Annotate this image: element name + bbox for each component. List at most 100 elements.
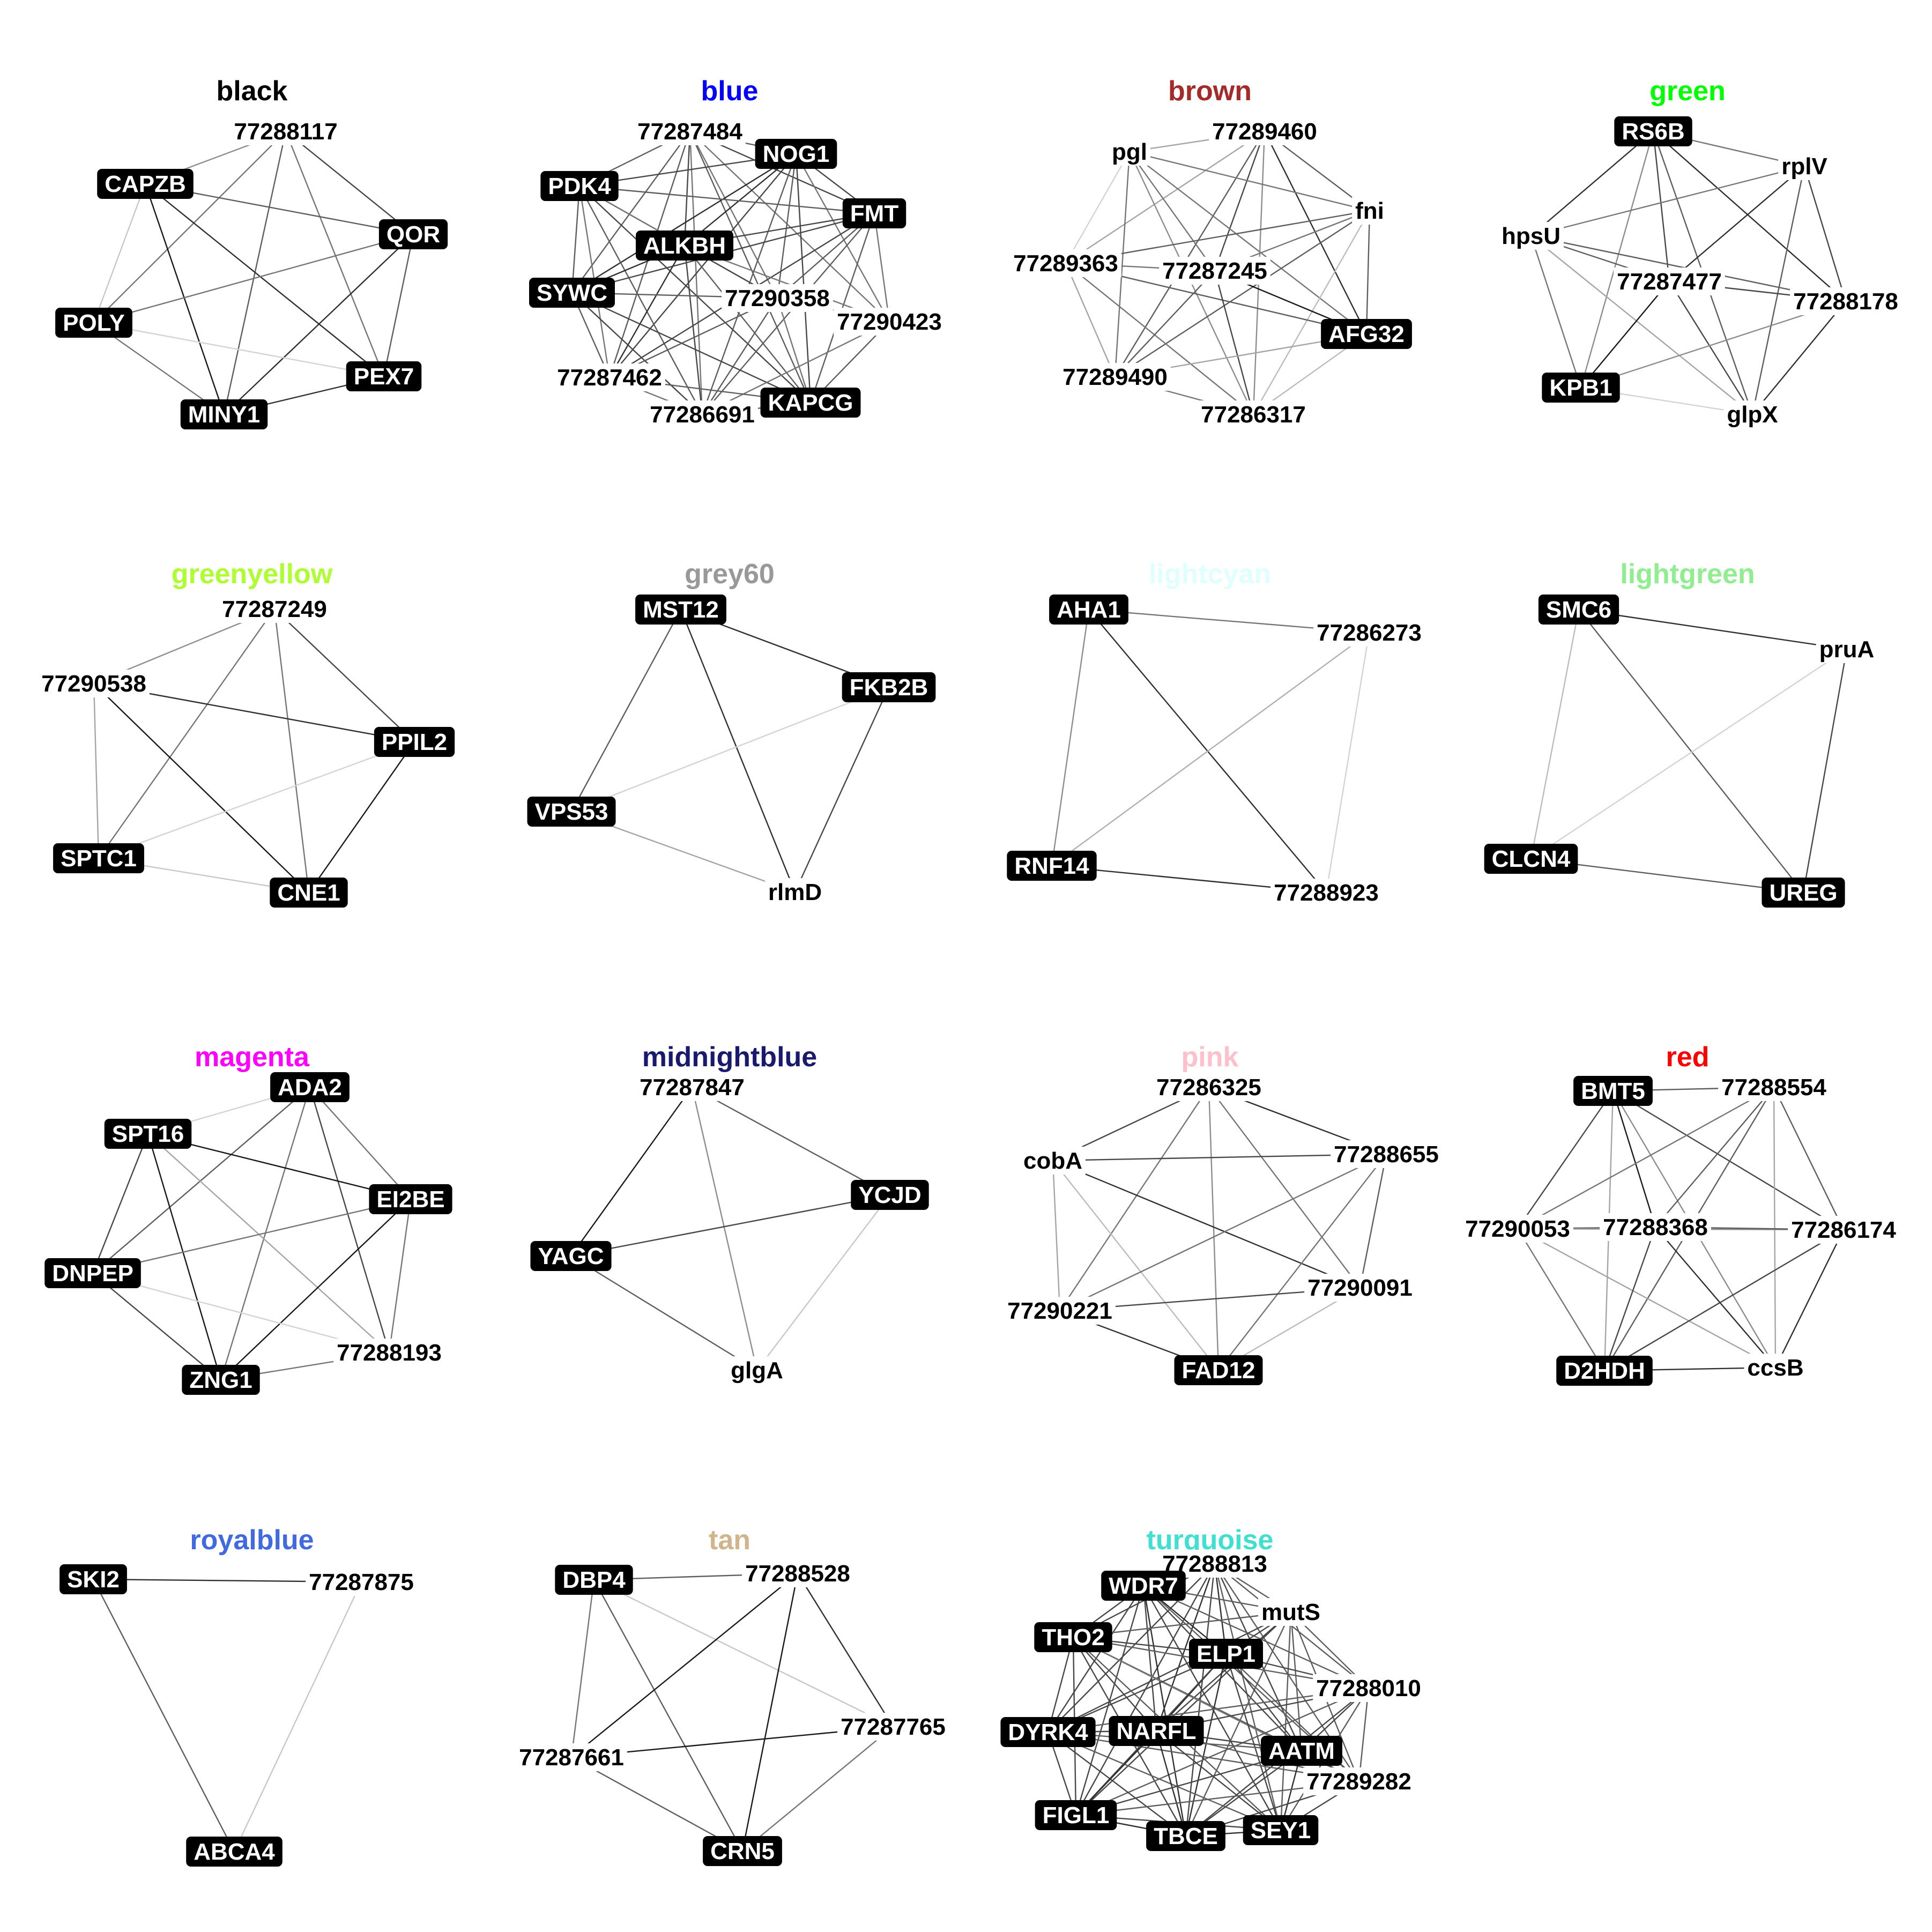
edge — [593, 1579, 744, 1852]
edge — [1773, 1087, 1845, 1230]
gene-label: AATM — [1268, 1738, 1335, 1764]
edge — [1065, 151, 1131, 264]
edge-group — [570, 1572, 894, 1852]
edge — [691, 1087, 758, 1371]
gene-label: mutS — [1261, 1599, 1320, 1625]
edge — [1218, 1154, 1387, 1371]
gene-label: SPTC1 — [61, 845, 137, 872]
gene-label-box — [540, 171, 619, 201]
gene-label-backdrop — [1159, 257, 1270, 285]
gene-node: 77288117 — [231, 117, 341, 145]
gene-label: 77287249 — [222, 596, 327, 622]
gene-label-box — [530, 1241, 612, 1271]
gene-node: rplV — [1778, 152, 1831, 180]
gene-node: SYWC — [529, 278, 615, 308]
edge — [309, 1087, 390, 1353]
edge — [1655, 1087, 1774, 1228]
edge — [689, 131, 890, 322]
gene-node: WDR7 — [1101, 1571, 1186, 1601]
gene-label: AHA1 — [1057, 597, 1121, 623]
gene-label-box — [346, 361, 422, 391]
gene-node: CLCN4 — [1484, 844, 1578, 874]
edge — [1047, 1731, 1281, 1831]
edge — [1214, 131, 1266, 271]
edge — [1114, 210, 1370, 378]
gene-label-box — [270, 878, 348, 908]
edge — [93, 683, 100, 859]
gene-label-backdrop — [1270, 879, 1382, 906]
gene-label-box — [186, 1837, 283, 1867]
edge — [145, 183, 384, 377]
edge — [1214, 1563, 1282, 1831]
gene-label-box — [635, 595, 726, 625]
edge — [1065, 130, 1265, 264]
edge — [1208, 1087, 1361, 1288]
edge — [1051, 632, 1370, 866]
gene-label: CNE1 — [277, 880, 340, 906]
edge — [571, 292, 703, 415]
gene-label-box — [555, 1565, 633, 1595]
gene-label-box — [1762, 878, 1845, 908]
gene-label: hpsU — [1502, 223, 1561, 249]
edge — [147, 1133, 411, 1200]
module-title: black — [217, 76, 288, 107]
gene-node: KPB1 — [1542, 373, 1620, 403]
gene-label: pruA — [1819, 636, 1875, 663]
gene-label-backdrop — [1723, 400, 1781, 428]
gene-label-box — [1556, 1356, 1653, 1386]
edge — [571, 1573, 798, 1758]
edge — [1803, 166, 1847, 302]
gene-label: 77289460 — [1212, 118, 1317, 145]
gene-label: 77289282 — [1306, 1768, 1411, 1795]
edge — [571, 1756, 743, 1852]
edge — [1280, 1611, 1292, 1831]
gene-label-backdrop — [1790, 287, 1901, 315]
module-panel-blue: blue 77287484 NOG1 PDK4 FMT ALKBH SYWC 77290358… — [529, 76, 945, 428]
edge — [702, 213, 875, 415]
gene-label-box — [1007, 851, 1097, 881]
gene-label-box — [755, 139, 837, 169]
module-panel-grey60: grey60 MST12 FKB2B VPS53 rlmD — [527, 559, 936, 906]
gene-label-box — [1000, 1717, 1096, 1747]
edge — [1517, 1090, 1614, 1229]
gene-node: 77286317 — [1198, 400, 1309, 428]
gene-node: AATM — [1261, 1736, 1342, 1766]
gene-label: 77289490 — [1062, 364, 1168, 390]
module-title: grey60 — [685, 559, 775, 590]
module-title: greenyellow — [172, 559, 333, 590]
gene-label-backdrop — [1153, 1073, 1265, 1101]
edge — [794, 687, 890, 893]
gene-label: ABCA4 — [194, 1839, 275, 1865]
edge — [683, 131, 691, 246]
edge — [1580, 131, 1654, 388]
gene-node: 77289363 — [1010, 249, 1121, 277]
gene-label: THO2 — [1042, 1624, 1104, 1651]
gene-node: 77290358 — [722, 284, 833, 312]
edge — [1059, 1087, 1209, 1311]
gene-label: FKB2B — [850, 674, 928, 701]
edge — [388, 1199, 412, 1353]
gene-label: YAGC — [538, 1243, 604, 1269]
gene-node: FIGL1 — [1035, 1800, 1117, 1830]
gene-label: FAD12 — [1182, 1357, 1255, 1384]
gene-label: glpX — [1727, 402, 1778, 428]
edge — [1530, 235, 1753, 415]
module-panel-royalblue: royalblue SKI2 77287875 ABCA4 — [60, 1525, 417, 1867]
gene-label: UREG — [1769, 880, 1837, 906]
edge-group — [1051, 608, 1370, 894]
gene-node: 77287249 — [219, 595, 330, 623]
gene-label-box — [1484, 844, 1578, 874]
edge — [1052, 1160, 1219, 1371]
gene-node: glpX — [1723, 400, 1781, 428]
edge — [93, 322, 225, 415]
gene-node: 77287245 — [1159, 257, 1270, 285]
gene-label: rlmD — [768, 879, 822, 905]
edge — [1325, 632, 1370, 893]
edge — [93, 131, 286, 323]
edge — [1065, 263, 1116, 377]
module-panel-lightgreen: lightgreen SMC6 pruA CLCN4 UREG — [1484, 559, 1878, 908]
edge — [1185, 1653, 1227, 1837]
gene-node: PPIL2 — [374, 727, 455, 757]
gene-label-box — [378, 219, 448, 249]
